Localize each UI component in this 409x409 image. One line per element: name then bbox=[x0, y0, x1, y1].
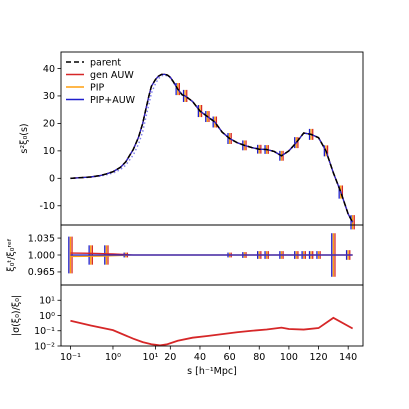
y-tick-label: 1.000 bbox=[28, 250, 55, 261]
y-tick-label: 10⁰ bbox=[39, 311, 55, 322]
y-tick-label: 10⁻² bbox=[34, 341, 55, 352]
y-axis-label: ξ₀ᵗ/ξ₀ʳᵉᶠ bbox=[6, 238, 17, 272]
x-tick-label: 10¹ bbox=[143, 352, 159, 363]
y-tick-label: 30 bbox=[43, 91, 55, 102]
x-tick-label: 10⁻¹ bbox=[60, 352, 81, 363]
x-tick-label: 100 bbox=[280, 352, 298, 363]
y-tick-label: 1.035 bbox=[28, 233, 55, 244]
y-tick-label: 40 bbox=[43, 64, 55, 75]
x-tick-label: 80 bbox=[253, 352, 265, 363]
x-axis: 10⁻¹ 10⁰ 10¹ 20 40 60 80 100 120 140 bbox=[60, 346, 357, 363]
legend-label: PIP+AUW bbox=[90, 95, 136, 106]
series-line-parent bbox=[70, 73, 354, 223]
legend-label: gen AUW bbox=[90, 70, 134, 81]
x-tick-label: 60 bbox=[224, 352, 236, 363]
y-tick-label: 0 bbox=[49, 174, 55, 185]
x-axis-label: s [h⁻¹Mpc] bbox=[187, 366, 237, 377]
relative-error-panel-frame bbox=[60, 284, 364, 347]
legend-label: PIP bbox=[90, 82, 105, 93]
y-tick-label: 10 bbox=[43, 146, 55, 157]
x-tick-label: 20 bbox=[164, 352, 176, 363]
y-axis-label: |σ(ξ₀)/ξ₀| bbox=[11, 295, 22, 336]
y-axis-label: s²ξ₀(s) bbox=[19, 123, 30, 153]
ratio-panel: 1.035 1.000 0.965 ξ₀ᵗ/ξ₀ʳᵉᶠ bbox=[6, 224, 364, 286]
y-tick-label: -10 bbox=[39, 201, 55, 212]
x-tick-label: 120 bbox=[309, 352, 327, 363]
relative-error-line bbox=[70, 316, 354, 347]
x-tick-label: 40 bbox=[194, 352, 206, 363]
y-tick-label: 20 bbox=[43, 119, 55, 130]
relative-error-panel: 10¹ 10⁰ 10⁻¹ 10⁻² |σ(ξ₀)/ξ₀| bbox=[11, 284, 364, 352]
legend-label: parent bbox=[90, 57, 121, 68]
y-tick-label: 10⁻¹ bbox=[34, 326, 55, 337]
x-tick-label: 140 bbox=[339, 352, 357, 363]
y-tick-label: 0.965 bbox=[28, 267, 55, 278]
x-tick-label: 10⁰ bbox=[105, 352, 121, 363]
y-tick-label: 10¹ bbox=[39, 296, 55, 307]
